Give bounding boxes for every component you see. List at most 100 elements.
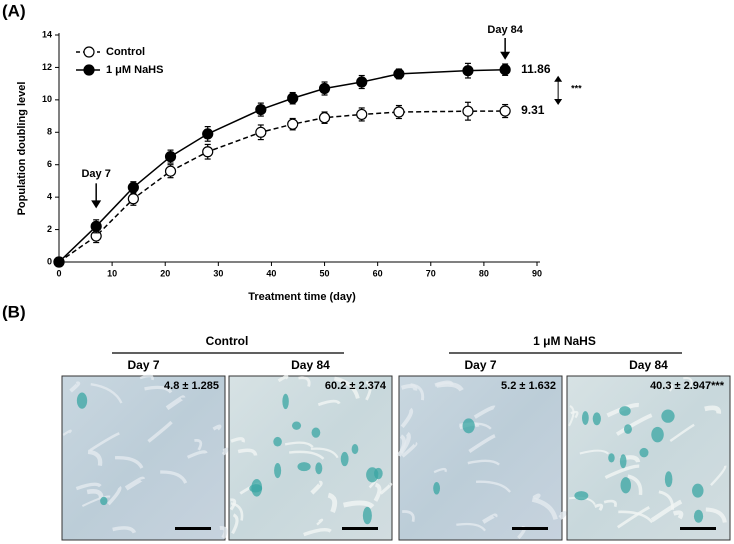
cell (627, 474, 643, 496)
x-tick-label: 80 (479, 268, 489, 278)
y-tick-label: 8 (47, 127, 52, 137)
image-bg (61, 375, 226, 541)
cell (456, 522, 486, 532)
cell (229, 498, 237, 511)
cell (231, 513, 239, 535)
y-tick-label: 14 (42, 29, 52, 39)
arrow-head (91, 200, 102, 209)
x-tick-label: 60 (373, 268, 383, 278)
data-point (318, 82, 331, 95)
data-point (287, 92, 299, 104)
legend-label: 1 μM NaHS (106, 64, 163, 76)
y-axis-label: Population doubling level (16, 82, 28, 216)
cell (373, 482, 382, 502)
cell (669, 423, 695, 442)
data-point (356, 76, 368, 88)
cell (402, 510, 415, 522)
annotation: Day 84 (487, 24, 523, 36)
cell (379, 482, 393, 495)
cell (277, 374, 289, 383)
cell (86, 489, 104, 499)
cell (147, 420, 173, 443)
stain (639, 447, 649, 458)
data-point (393, 68, 405, 80)
stain (651, 426, 664, 443)
data-point (127, 193, 139, 205)
stain (100, 496, 108, 506)
cell (333, 376, 360, 399)
stain (620, 477, 631, 494)
panel-label: (A) (2, 1, 26, 20)
group-label: 1 μM NaHS (533, 334, 596, 348)
cell (90, 383, 123, 404)
stat-label: 40.3 ± 2.947*** (650, 380, 725, 392)
y-tick-label: 6 (47, 159, 52, 169)
cell (124, 476, 146, 491)
micrograph (566, 375, 731, 541)
cell (433, 467, 447, 474)
stain (297, 462, 311, 472)
x-tick-label: 10 (107, 268, 117, 278)
cell (603, 499, 617, 508)
cell (468, 434, 496, 453)
x-tick-label: 90 (532, 268, 542, 278)
arrow-head (554, 75, 563, 82)
cell (219, 525, 228, 539)
day-label: Day 84 (291, 358, 330, 372)
data-point (53, 256, 65, 268)
data-point (499, 105, 511, 117)
arrow-head (500, 51, 511, 60)
cell (410, 383, 425, 401)
x-tick-label: 30 (213, 268, 223, 278)
cell (112, 526, 137, 534)
image-bg (398, 375, 563, 541)
data-point (164, 165, 177, 177)
cell (650, 499, 683, 523)
stat-label: 60.2 ± 2.374 (325, 380, 387, 392)
stain (351, 444, 359, 455)
cell (558, 510, 567, 520)
cell (212, 424, 222, 431)
cell (473, 405, 496, 419)
data-point (499, 64, 511, 76)
cell (570, 410, 579, 419)
cell (221, 447, 229, 456)
x-tick-label: 70 (426, 268, 436, 278)
stain (273, 436, 282, 447)
data-point (287, 118, 299, 130)
cell (705, 507, 727, 523)
data-point (90, 220, 102, 232)
data-point (356, 108, 368, 121)
data-point (462, 105, 474, 117)
cell (289, 450, 325, 460)
cell (482, 513, 498, 524)
data-point (462, 65, 474, 77)
stain (619, 406, 631, 416)
cell (114, 456, 144, 469)
cell (284, 441, 314, 448)
stain (574, 491, 589, 501)
stain (693, 509, 704, 523)
cell (531, 497, 558, 521)
stain (581, 411, 589, 425)
cell (186, 450, 208, 459)
stain (623, 424, 632, 434)
stain (315, 462, 323, 475)
cell (298, 376, 311, 387)
data-point (127, 181, 139, 194)
cell (87, 449, 103, 467)
cell (230, 501, 244, 521)
cell (710, 465, 727, 487)
cell (594, 503, 604, 512)
scale-bar (512, 527, 548, 530)
cell (604, 464, 640, 480)
cell (467, 459, 500, 466)
legend-marker (83, 64, 95, 76)
day-label: Day 7 (464, 358, 496, 372)
x-tick-label: 20 (160, 268, 170, 278)
cell (303, 527, 332, 537)
cell (665, 384, 674, 392)
stain (433, 482, 441, 495)
group-label: Control (206, 334, 249, 348)
